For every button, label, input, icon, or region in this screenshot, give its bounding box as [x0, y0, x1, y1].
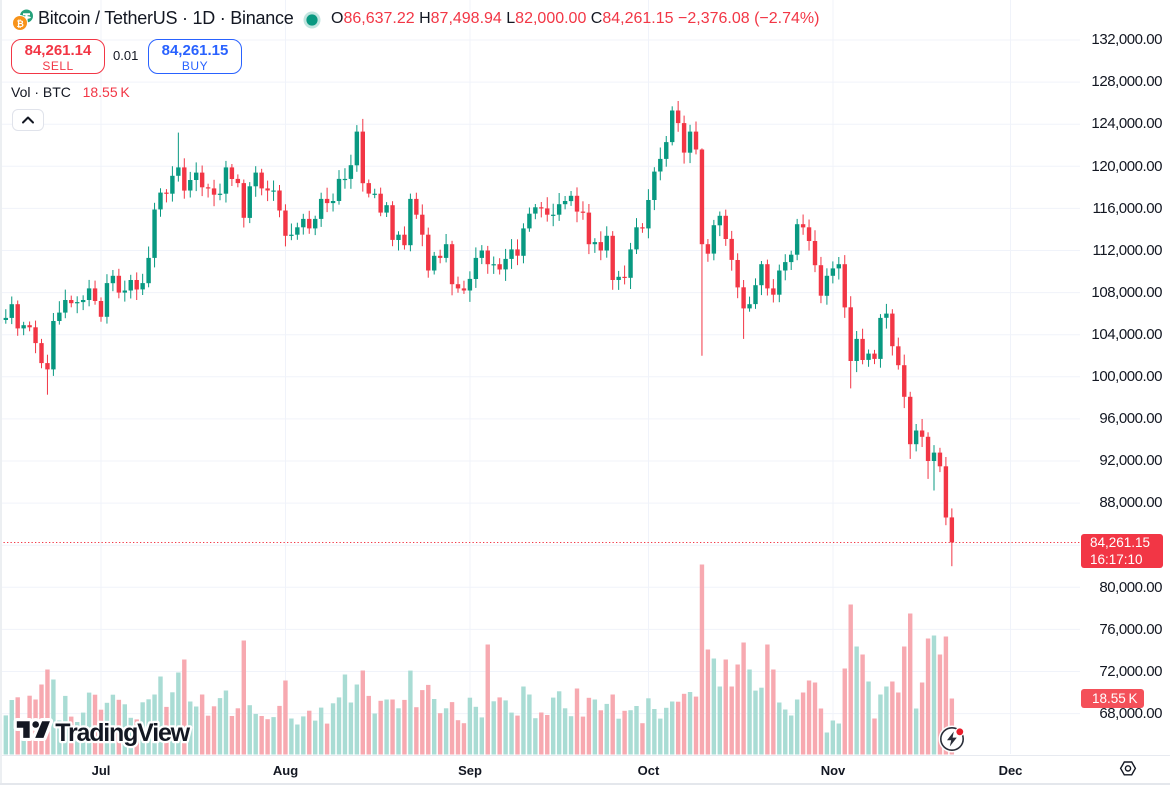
svg-text:₿: ₿ — [17, 19, 24, 29]
svg-text:TradingView: TradingView — [55, 719, 190, 747]
